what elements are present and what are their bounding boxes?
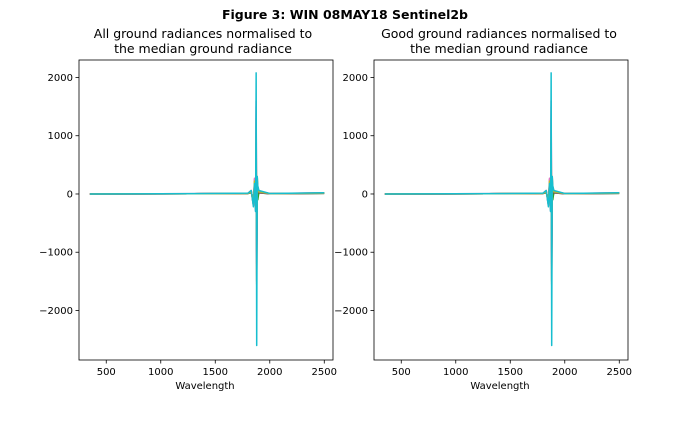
left-x-tick-label-1000: 1000 <box>148 367 173 378</box>
left-x-tick-label-2000: 2000 <box>257 367 282 378</box>
left-plot-area: 500 1000 1500 2000 2500 −2000 −1000 0 1000 2000 <box>39 59 337 378</box>
left-panel-title-line-1: All ground radiances normalised to <box>94 26 312 41</box>
right-plot-area: 500 1000 1500 2000 2500 −2000 −1000 0 1000 2000 <box>334 59 632 378</box>
right-x-axis-label: Wavelength <box>470 381 529 392</box>
left-series-line-10 <box>89 72 325 347</box>
left-y-tick-label--2000: −2000 <box>39 306 73 317</box>
right-y-tick-label-0: 0 <box>362 189 368 200</box>
right-series-line-10 <box>384 72 620 347</box>
right-x-tick-label-1000: 1000 <box>443 367 468 378</box>
right-y-tick-label-2000: 2000 <box>343 73 368 84</box>
left-axes-frame <box>78 59 334 361</box>
left-y-tick-label--1000: −1000 <box>39 248 73 259</box>
left-panel-title-line-2: the median ground radiance <box>114 41 292 56</box>
left-panel: All ground radiances normalised to the m… <box>39 26 337 392</box>
right-x-tick-label-2000: 2000 <box>552 367 577 378</box>
right-y-tick-label-1000: 1000 <box>343 131 368 142</box>
right-x-tick-label-2500: 2500 <box>607 367 632 378</box>
right-panel-title-line-1: Good ground radiances normalised to <box>381 26 617 41</box>
left-x-tick-label-500: 500 <box>97 367 116 378</box>
figure-suptitle: Figure 3: WIN 08MAY18 Sentinel2b <box>222 7 468 22</box>
right-series-group <box>384 72 620 347</box>
right-y-tick-label--1000: −1000 <box>334 248 368 259</box>
right-axes-frame <box>373 59 629 361</box>
left-x-tick-label-1500: 1500 <box>203 367 228 378</box>
right-panel: Good ground radiances normalised to the … <box>334 26 632 392</box>
left-series-group <box>89 72 325 347</box>
right-x-tick-label-500: 500 <box>392 367 411 378</box>
left-x-tick-label-2500: 2500 <box>312 367 337 378</box>
right-y-tick-label--2000: −2000 <box>334 306 368 317</box>
left-y-tick-label-0: 0 <box>67 189 73 200</box>
right-x-tick-label-1500: 1500 <box>498 367 523 378</box>
left-y-tick-label-2000: 2000 <box>48 73 73 84</box>
left-x-axis-label: Wavelength <box>175 381 234 392</box>
right-panel-title-line-2: the median ground radiance <box>410 41 588 56</box>
left-y-tick-label-1000: 1000 <box>48 131 73 142</box>
